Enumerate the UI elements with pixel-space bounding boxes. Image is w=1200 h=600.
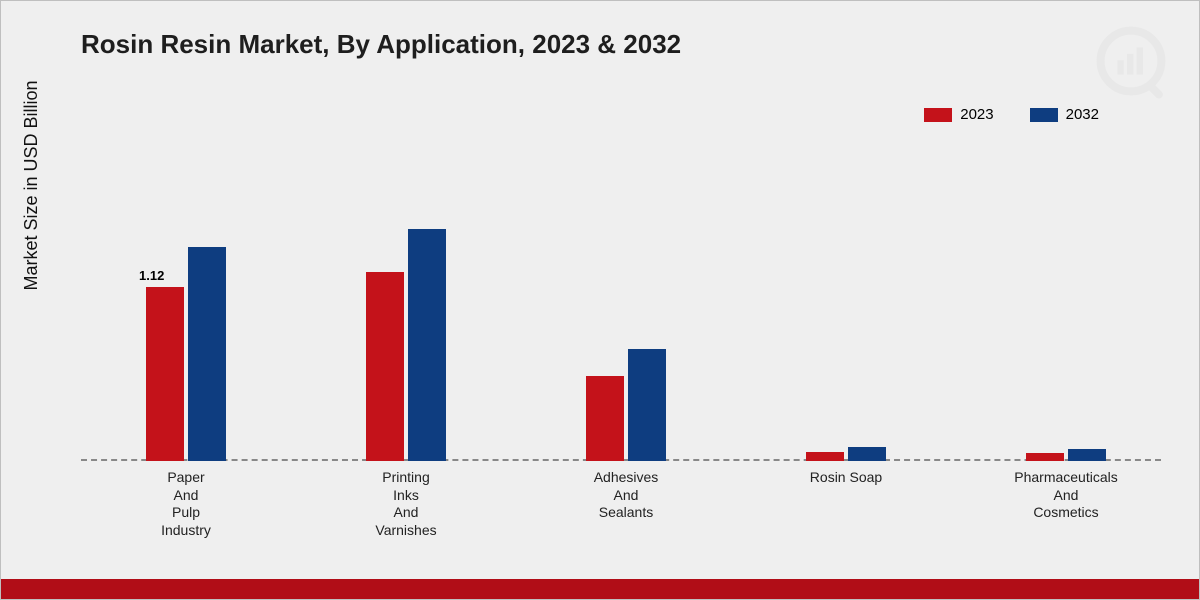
bar-group: 1.12 (111, 247, 261, 461)
y-axis-label: Market Size in USD Billion (21, 80, 42, 290)
bar-2032 (408, 229, 446, 462)
bar-2032 (188, 247, 226, 461)
bar-group (771, 447, 921, 461)
bar-value-label: 1.12 (139, 268, 164, 283)
bar-2032 (848, 447, 886, 461)
bar-2023 (1026, 453, 1064, 461)
bar-2023 (146, 287, 184, 461)
legend-item-2023: 2023 (924, 106, 993, 123)
legend-label-2032: 2032 (1066, 106, 1099, 123)
bar-2023 (586, 376, 624, 461)
legend: 2023 2032 (924, 106, 1099, 123)
legend-swatch-2023 (924, 108, 952, 122)
watermark-logo-icon (1095, 25, 1175, 105)
chart-card: Rosin Resin Market, By Application, 2023… (0, 0, 1200, 600)
x-axis-labels: Paper And Pulp Industry Printing Inks And… (81, 469, 1161, 549)
bar-group (331, 229, 481, 462)
bar-2032 (628, 349, 666, 461)
legend-swatch-2032 (1030, 108, 1058, 122)
bar-2032 (1068, 449, 1106, 461)
x-tick-label: Pharmaceuticals And Cosmetics (991, 469, 1141, 522)
bar-group (551, 349, 701, 461)
bar-group (991, 449, 1141, 461)
x-tick-label: Paper And Pulp Industry (111, 469, 261, 539)
x-tick-label: Adhesives And Sealants (551, 469, 701, 522)
legend-label-2023: 2023 (960, 106, 993, 123)
legend-item-2032: 2032 (1030, 106, 1099, 123)
bar-2023 (366, 272, 404, 461)
x-tick-label: Printing Inks And Varnishes (331, 469, 481, 539)
plot-area: 1.12 (81, 151, 1161, 461)
x-tick-label: Rosin Soap (771, 469, 921, 487)
footer-bar (1, 579, 1199, 599)
bar-2023 (806, 452, 844, 461)
chart-title: Rosin Resin Market, By Application, 2023… (81, 29, 681, 60)
